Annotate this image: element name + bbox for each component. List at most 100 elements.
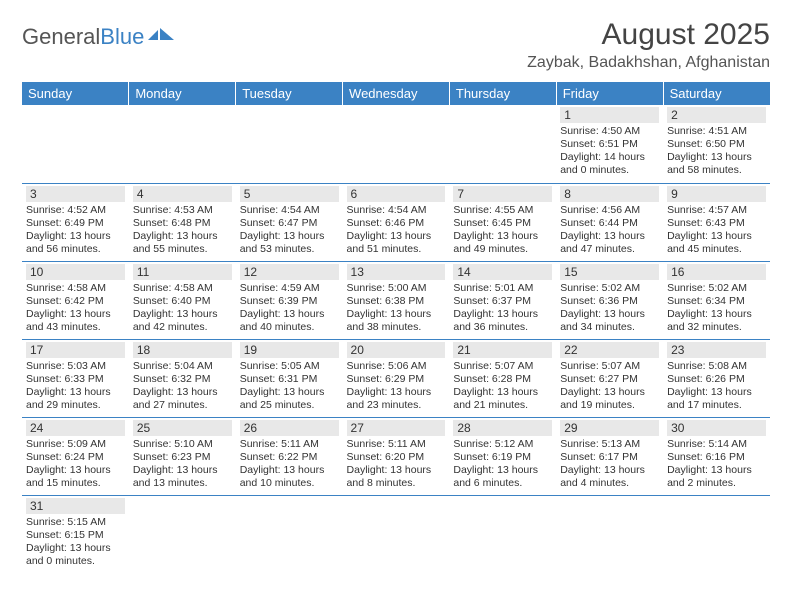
- sunrise-text: Sunrise: 5:02 AM: [667, 282, 766, 295]
- sunset-text: Sunset: 6:46 PM: [347, 217, 446, 230]
- calendar-cell: 7Sunrise: 4:55 AMSunset: 6:45 PMDaylight…: [449, 183, 556, 261]
- day-number: 24: [26, 420, 125, 436]
- day-detail: Sunrise: 4:54 AMSunset: 6:46 PMDaylight:…: [347, 204, 446, 257]
- month-title: August 2025: [527, 18, 770, 52]
- daylight-text: Daylight: 13 hours and 21 minutes.: [453, 386, 552, 412]
- day-detail: Sunrise: 5:05 AMSunset: 6:31 PMDaylight:…: [240, 360, 339, 413]
- day-detail: Sunrise: 5:07 AMSunset: 6:27 PMDaylight:…: [560, 360, 659, 413]
- calendar-week: 24Sunrise: 5:09 AMSunset: 6:24 PMDayligh…: [22, 417, 770, 495]
- daylight-text: Daylight: 13 hours and 6 minutes.: [453, 464, 552, 490]
- calendar-week: 10Sunrise: 4:58 AMSunset: 6:42 PMDayligh…: [22, 261, 770, 339]
- sunset-text: Sunset: 6:45 PM: [453, 217, 552, 230]
- daylight-text: Daylight: 13 hours and 15 minutes.: [26, 464, 125, 490]
- day-detail: Sunrise: 5:11 AMSunset: 6:22 PMDaylight:…: [240, 438, 339, 491]
- day-header: Monday: [129, 82, 236, 105]
- calendar-cell: 8Sunrise: 4:56 AMSunset: 6:44 PMDaylight…: [556, 183, 663, 261]
- daylight-text: Daylight: 13 hours and 55 minutes.: [133, 230, 232, 256]
- sunset-text: Sunset: 6:16 PM: [667, 451, 766, 464]
- day-header: Sunday: [22, 82, 129, 105]
- day-detail: Sunrise: 5:08 AMSunset: 6:26 PMDaylight:…: [667, 360, 766, 413]
- sunset-text: Sunset: 6:27 PM: [560, 373, 659, 386]
- day-number: 28: [453, 420, 552, 436]
- calendar-cell: [556, 495, 663, 573]
- calendar-cell: 3Sunrise: 4:52 AMSunset: 6:49 PMDaylight…: [22, 183, 129, 261]
- location-subtitle: Zaybak, Badakhshan, Afghanistan: [527, 54, 770, 72]
- daylight-text: Daylight: 13 hours and 29 minutes.: [26, 386, 125, 412]
- day-number: 18: [133, 342, 232, 358]
- sunset-text: Sunset: 6:34 PM: [667, 295, 766, 308]
- page-header: GeneralBlue August 2025 Zaybak, Badakhsh…: [22, 18, 770, 72]
- sunset-text: Sunset: 6:48 PM: [133, 217, 232, 230]
- calendar-cell: 29 Sunrise: 5:13 AMSunset: 6:17 PMDayligh…: [556, 417, 663, 495]
- sunrise-text: Sunrise: 4:54 AM: [347, 204, 446, 217]
- day-header-row: SundayMondayTuesdayWednesdayThursdayFrid…: [22, 82, 770, 105]
- sunrise-text: Sunrise: 4:53 AM: [133, 204, 232, 217]
- day-detail: Sunrise: 4:58 AMSunset: 6:40 PMDaylight:…: [133, 282, 232, 335]
- day-detail: Sunrise: 5:11 AMSunset: 6:20 PMDaylight:…: [347, 438, 446, 491]
- day-number: 21: [453, 342, 552, 358]
- day-number: 1: [560, 107, 659, 123]
- sunset-text: Sunset: 6:49 PM: [26, 217, 125, 230]
- day-detail: Sunrise: 5:02 AMSunset: 6:34 PMDaylight:…: [667, 282, 766, 335]
- sunrise-text: Sunrise: 4:54 AM: [240, 204, 339, 217]
- sunset-text: Sunset: 6:24 PM: [26, 451, 125, 464]
- day-number: 29: [560, 420, 659, 436]
- day-number: 11: [133, 264, 232, 280]
- day-detail: Sunrise: 5:00 AMSunset: 6:38 PMDaylight:…: [347, 282, 446, 335]
- day-detail: Sunrise: 5:04 AMSunset: 6:32 PMDaylight:…: [133, 360, 232, 413]
- day-detail: Sunrise: 4:53 AMSunset: 6:48 PMDaylight:…: [133, 204, 232, 257]
- day-detail: Sunrise: 4:57 AMSunset: 6:43 PMDaylight:…: [667, 204, 766, 257]
- daylight-text: Daylight: 13 hours and 17 minutes.: [667, 386, 766, 412]
- day-detail: Sunrise: 5:13 AMSunset: 6:17 PMDaylight:…: [560, 438, 659, 491]
- day-number: 15: [560, 264, 659, 280]
- brand-logo: GeneralBlue: [22, 24, 176, 50]
- daylight-text: Daylight: 13 hours and 32 minutes.: [667, 308, 766, 334]
- sunrise-text: Sunrise: 4:58 AM: [26, 282, 125, 295]
- day-header: Wednesday: [343, 82, 450, 105]
- sunrise-text: Sunrise: 5:06 AM: [347, 360, 446, 373]
- calendar-cell: 28Sunrise: 5:12 AMSunset: 6:19 PMDayligh…: [449, 417, 556, 495]
- calendar-cell: 1Sunrise: 4:50 AMSunset: 6:51 PMDaylight…: [556, 105, 663, 183]
- day-number: 12: [240, 264, 339, 280]
- daylight-text: Daylight: 13 hours and 40 minutes.: [240, 308, 339, 334]
- sunrise-text: Sunrise: 4:58 AM: [133, 282, 232, 295]
- sunrise-text: Sunrise: 5:10 AM: [133, 438, 232, 451]
- sunset-text: Sunset: 6:42 PM: [26, 295, 125, 308]
- calendar-cell: 20Sunrise: 5:06 AMSunset: 6:29 PMDayligh…: [343, 339, 450, 417]
- sunset-text: Sunset: 6:33 PM: [26, 373, 125, 386]
- calendar-cell: [343, 105, 450, 183]
- sunset-text: Sunset: 6:28 PM: [453, 373, 552, 386]
- calendar-cell: 14Sunrise: 5:01 AMSunset: 6:37 PMDayligh…: [449, 261, 556, 339]
- day-detail: Sunrise: 5:15 AMSunset: 6:15 PMDaylight:…: [26, 516, 125, 569]
- day-number: 22: [560, 342, 659, 358]
- calendar-cell: 19 Sunrise: 5:05 AMSunset: 6:31 PMDayligh…: [236, 339, 343, 417]
- day-detail: Sunrise: 4:58 AMSunset: 6:42 PMDaylight:…: [26, 282, 125, 335]
- day-detail: Sunrise: 5:07 AMSunset: 6:28 PMDaylight:…: [453, 360, 552, 413]
- calendar-cell: 13 Sunrise: 5:00 AMSunset: 6:38 PMDayligh…: [343, 261, 450, 339]
- sunset-text: Sunset: 6:22 PM: [240, 451, 339, 464]
- sunset-text: Sunset: 6:15 PM: [26, 529, 125, 542]
- calendar-cell: 18 Sunrise: 5:04 AMSunset: 6:32 PMDayligh…: [129, 339, 236, 417]
- day-number: 27: [347, 420, 446, 436]
- day-header: Tuesday: [236, 82, 343, 105]
- day-number: 14: [453, 264, 552, 280]
- sunrise-text: Sunrise: 4:52 AM: [26, 204, 125, 217]
- day-detail: Sunrise: 4:59 AMSunset: 6:39 PMDaylight:…: [240, 282, 339, 335]
- day-header: Thursday: [449, 82, 556, 105]
- day-number: 25: [133, 420, 232, 436]
- calendar-cell: 16Sunrise: 5:02 AMSunset: 6:34 PMDayligh…: [663, 261, 770, 339]
- sunrise-text: Sunrise: 5:13 AM: [560, 438, 659, 451]
- sunset-text: Sunset: 6:36 PM: [560, 295, 659, 308]
- sunrise-text: Sunrise: 5:02 AM: [560, 282, 659, 295]
- day-number: 26: [240, 420, 339, 436]
- calendar-cell: 17Sunrise: 5:03 AMSunset: 6:33 PMDayligh…: [22, 339, 129, 417]
- day-number: 19: [240, 342, 339, 358]
- calendar-table: SundayMondayTuesdayWednesdayThursdayFrid…: [22, 82, 770, 573]
- calendar-cell: 31Sunrise: 5:15 AMSunset: 6:15 PMDayligh…: [22, 495, 129, 573]
- day-number: 7: [453, 186, 552, 202]
- day-number: 13: [347, 264, 446, 280]
- day-number: 5: [240, 186, 339, 202]
- calendar-cell: 25Sunrise: 5:10 AMSunset: 6:23 PMDayligh…: [129, 417, 236, 495]
- day-number: 4: [133, 186, 232, 202]
- daylight-text: Daylight: 13 hours and 13 minutes.: [133, 464, 232, 490]
